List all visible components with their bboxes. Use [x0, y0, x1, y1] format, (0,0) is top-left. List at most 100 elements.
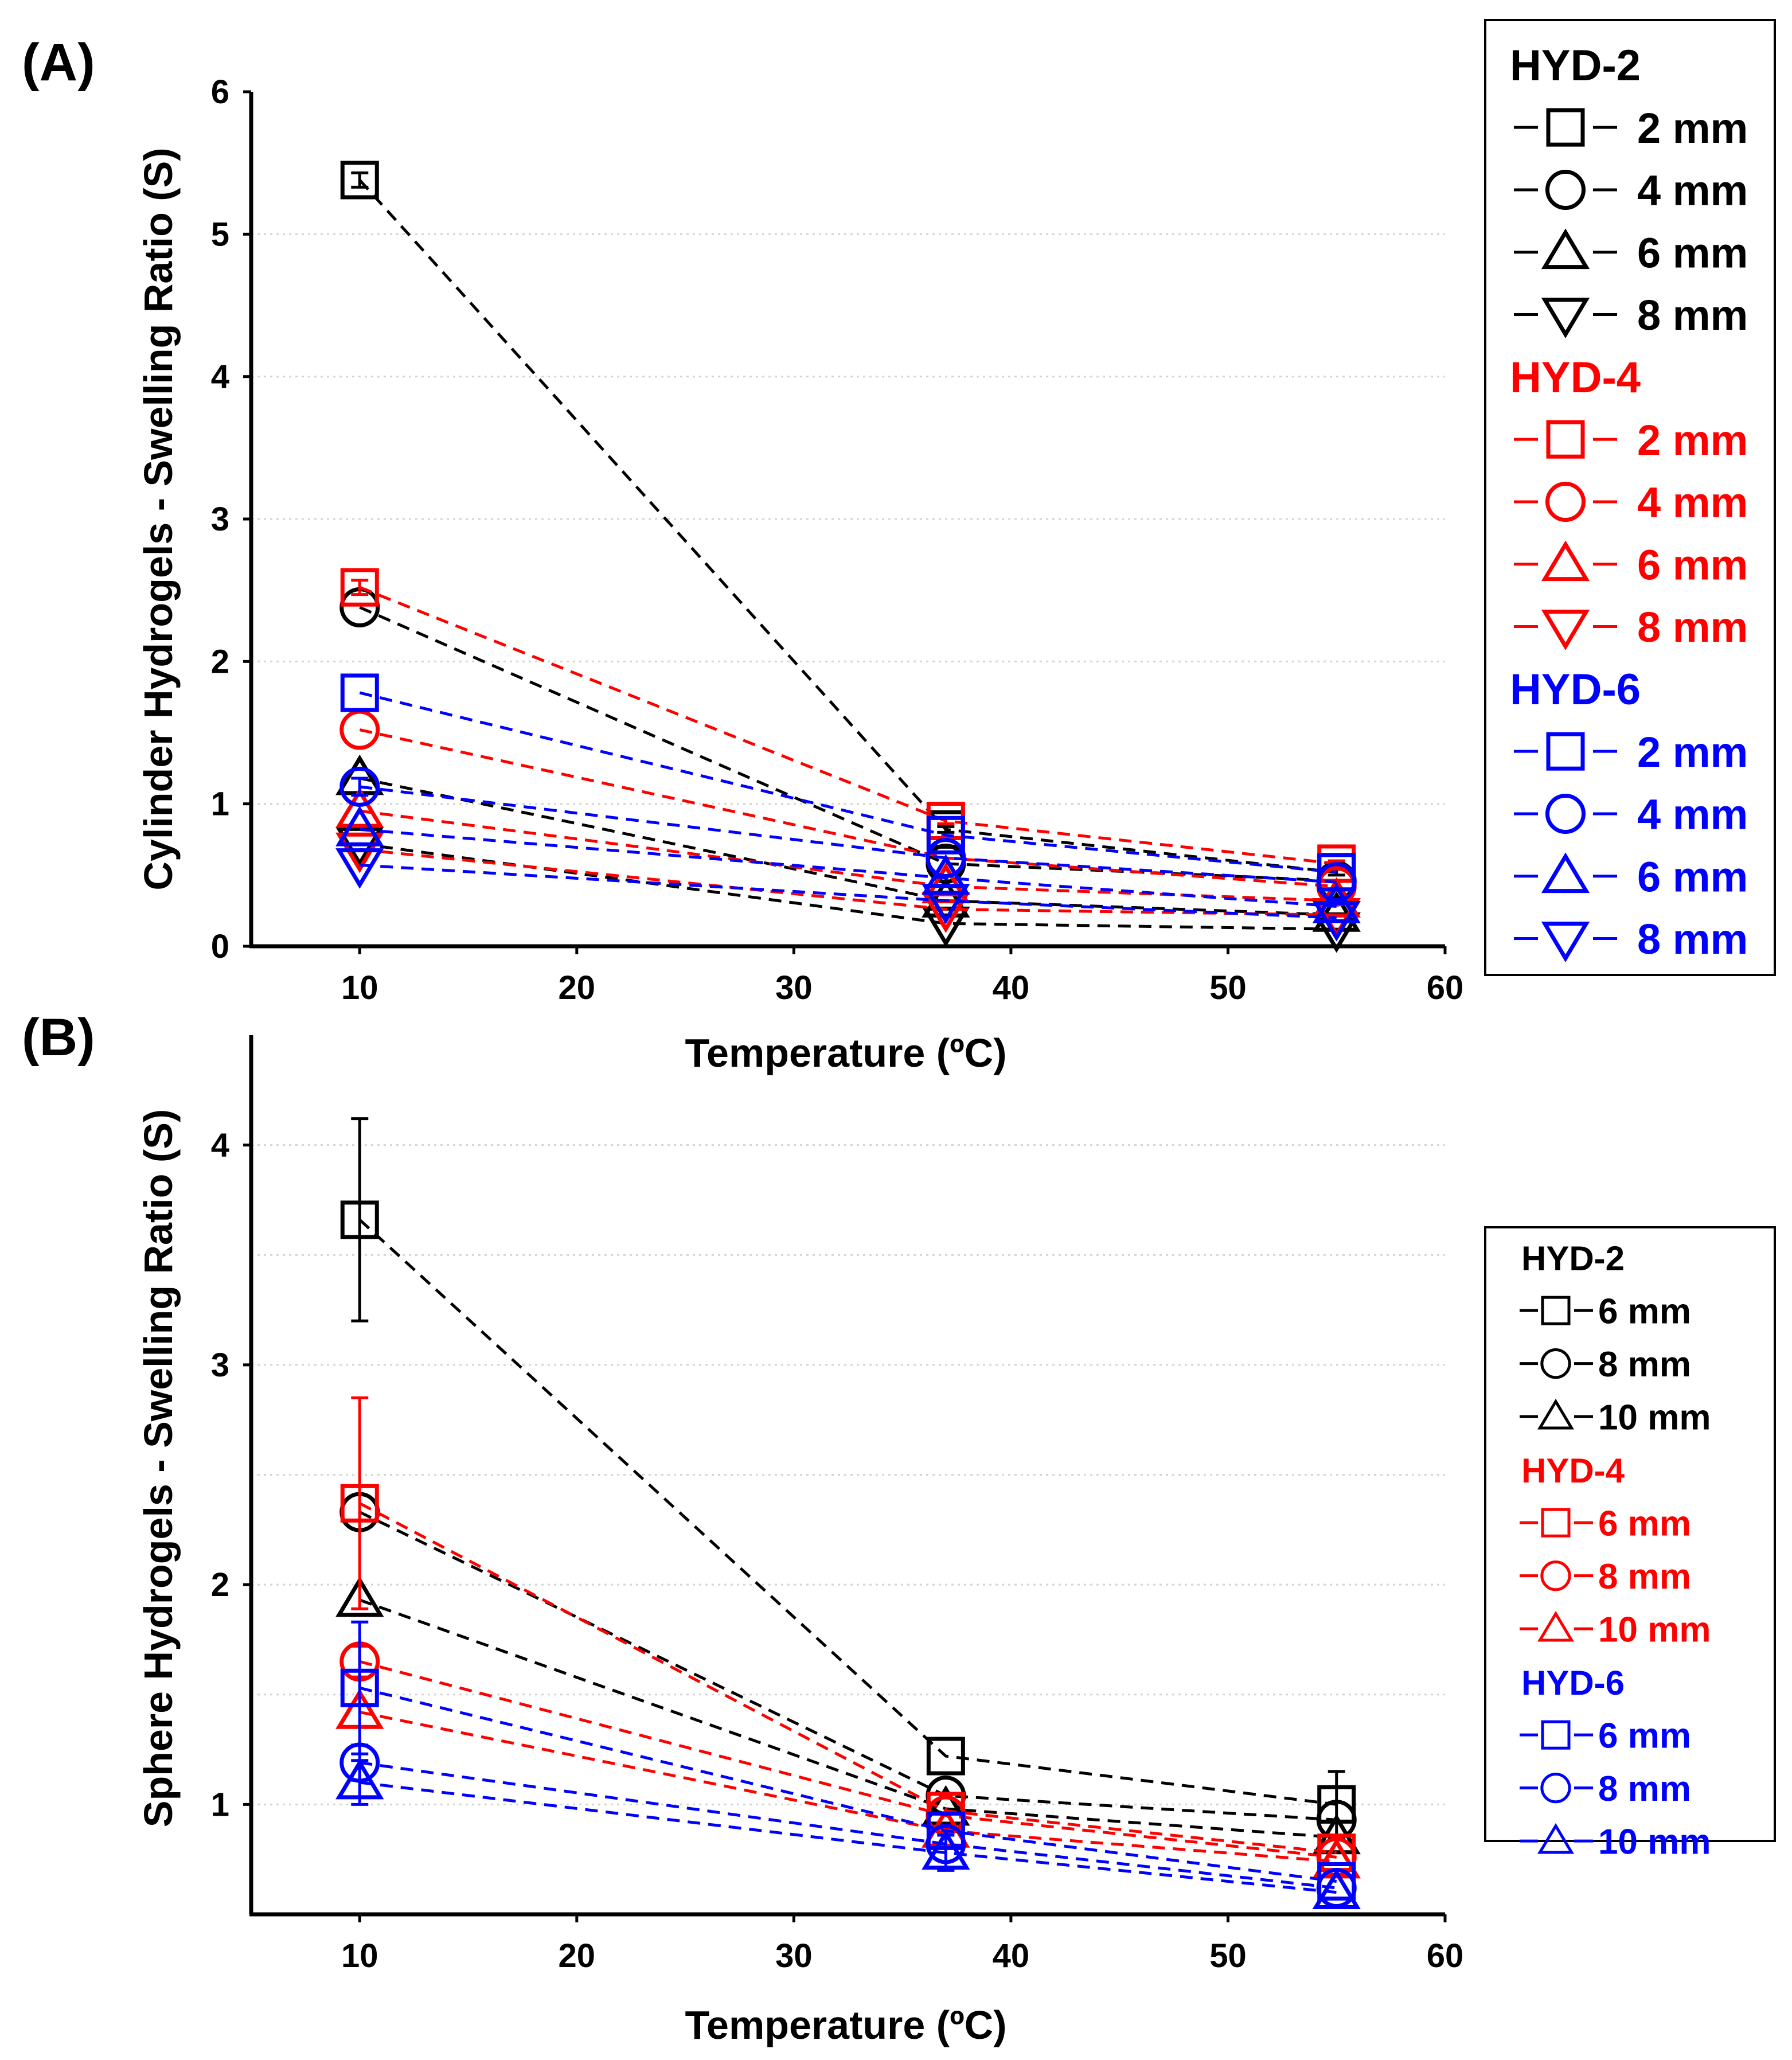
x-ticks: 10 20 30 40 50 60 — [341, 1914, 1463, 1975]
series-line — [360, 863, 1337, 919]
data-point-square — [340, 1668, 379, 1707]
legend-item-label: 2 mm — [1637, 104, 1748, 152]
legend-item-label: 4 mm — [1637, 791, 1748, 838]
legend-marker-square — [1541, 1296, 1571, 1325]
data-point-square — [340, 1200, 379, 1239]
data-point-circle — [926, 838, 966, 879]
series-hyd-2-6-mm — [335, 754, 1361, 932]
y-ticks: 1 2 3 4 — [211, 1127, 251, 1823]
legend-item-label: 4 mm — [1637, 479, 1748, 526]
y-axis-title: Cylinder Hydrogels - Swelling Ratio (S) — [136, 147, 181, 890]
data-point-square — [340, 568, 379, 607]
series-hyd-2-2-mm — [340, 161, 1356, 892]
series-line — [358, 1219, 1337, 1806]
x-tick-label: 30 — [775, 1937, 813, 1975]
data-point-triangle-up — [335, 787, 384, 828]
data-point-circle — [339, 766, 380, 807]
series-hyd-4-8-mm — [339, 1641, 1357, 1878]
series-hyd-4-4-mm — [339, 709, 1357, 907]
legend-item-label: 6 mm — [1637, 229, 1748, 276]
legend-item-label: 6 mm — [1598, 1292, 1691, 1332]
legend-item: 2 mm — [1514, 104, 1748, 152]
data-point-square — [926, 816, 965, 855]
data-point-square — [1317, 1785, 1356, 1824]
y-tick-label: 2 — [211, 1566, 229, 1603]
legend-item: 8 mm — [1520, 1769, 1691, 1809]
legend-item-label: 6 mm — [1637, 541, 1748, 588]
x-axis-title: Temperature (ºC) — [685, 2003, 1006, 2047]
data-point-triangle-up — [922, 1829, 970, 1870]
gridlines — [251, 233, 1445, 805]
x-tick-label: 10 — [341, 1937, 378, 1975]
legend-item-label: 8 mm — [1637, 915, 1748, 963]
x-ticks: 10 20 30 40 50 60 — [341, 946, 1463, 1006]
legend-item: 8 mm — [1520, 1345, 1691, 1384]
legend-item-label: 6 mm — [1598, 1504, 1691, 1544]
series-group — [335, 1117, 1361, 1910]
legend-item: 6 mm — [1520, 1292, 1691, 1332]
legend-item: 6 mm — [1520, 1504, 1691, 1544]
legend-item: 4 mm — [1514, 167, 1748, 214]
legend-item-label: 6 mm — [1598, 1716, 1691, 1756]
data-point-circle — [1316, 862, 1357, 903]
series-group — [335, 161, 1361, 953]
x-tick-label: 20 — [559, 1937, 596, 1975]
legend-marker-circle — [1545, 481, 1586, 522]
data-point-triangle-up — [335, 806, 384, 846]
legend-marker-square — [1546, 420, 1585, 459]
y-tick-label: 4 — [211, 358, 229, 396]
x-tick-label: 40 — [993, 969, 1030, 1006]
series-line — [359, 1781, 1337, 1894]
legend-item-label: 8 mm — [1598, 1557, 1691, 1597]
x-tick-label: 20 — [559, 969, 596, 1006]
x-tick-label: 50 — [1209, 1937, 1247, 1975]
legend-marker-circle — [1540, 1773, 1571, 1804]
data-point-triangle-up — [922, 854, 970, 895]
legend-item-label: 8 mm — [1637, 603, 1748, 651]
legend-item: 6 mm — [1520, 1716, 1691, 1756]
legend-marker-square — [1541, 1720, 1571, 1750]
data-point-triangle-up — [1312, 1868, 1361, 1910]
series-hyd-6-8-mm — [339, 1742, 1357, 1909]
legend-item: 8 mm — [1514, 291, 1748, 339]
legend-group-title: HYD-6 — [1521, 1664, 1625, 1702]
legend-marker-triangle-down — [1541, 922, 1590, 962]
series-hyd-2-4-mm — [339, 587, 1357, 901]
legend-item: 6 mm — [1514, 228, 1748, 276]
legend-marker-circle — [1545, 793, 1586, 834]
legend-item-label: 2 mm — [1637, 728, 1748, 776]
series-hyd-6-8-mm — [335, 848, 1361, 942]
legend-item: 8 mm — [1514, 915, 1748, 963]
x-tick-label: 50 — [1209, 969, 1247, 1006]
legend-item-label: 10 mm — [1598, 1398, 1711, 1438]
series-hyd-6-10-mm — [335, 1758, 1361, 1910]
y-tick-label: 0 — [211, 928, 229, 965]
legend-group-title: HYD-2 — [1510, 41, 1641, 90]
legend-item: 10 mm — [1520, 1610, 1711, 1650]
series-line — [359, 606, 1337, 883]
legend-item-label: 4 mm — [1637, 167, 1748, 214]
legend-item: 8 mm — [1520, 1557, 1691, 1597]
x-tick-label: 10 — [341, 969, 378, 1006]
legend: HYD-2 6 mm 8 mm 10 mm HYD-4 6 mm 8 mm 10 mm HYD-… — [1484, 1226, 1776, 1862]
legend-item: 6 mm — [1514, 540, 1748, 588]
legend-item: 10 mm — [1520, 1823, 1711, 1862]
y-tick-label: 3 — [211, 501, 229, 538]
y-tick-label: 1 — [211, 1786, 229, 1823]
series-line — [358, 179, 1337, 874]
legend-marker-triangle-up — [1537, 1823, 1575, 1854]
legend-marker-triangle-down — [1541, 610, 1590, 650]
series-line — [359, 785, 1337, 884]
legend-marker-triangle-up — [1541, 228, 1590, 270]
panel-label: (A) — [22, 33, 95, 92]
legend-item-label: 8 mm — [1637, 291, 1748, 339]
data-point-triangle-down — [922, 884, 970, 924]
series-hyd-6-6-mm — [335, 806, 1361, 923]
legend-marker-triangle-up — [1537, 1398, 1575, 1430]
y-tick-label: 3 — [211, 1347, 229, 1384]
legend-marker-circle — [1540, 1348, 1571, 1379]
legend: HYD-2 2 mm 4 mm 6 mm 8 mm HYD-4 2 mm 4 mm 6 mm 8 … — [1484, 19, 1776, 976]
legend-item: 10 mm — [1520, 1398, 1711, 1438]
legend-item: 2 mm — [1514, 728, 1748, 776]
legend-item: 6 mm — [1514, 852, 1748, 900]
